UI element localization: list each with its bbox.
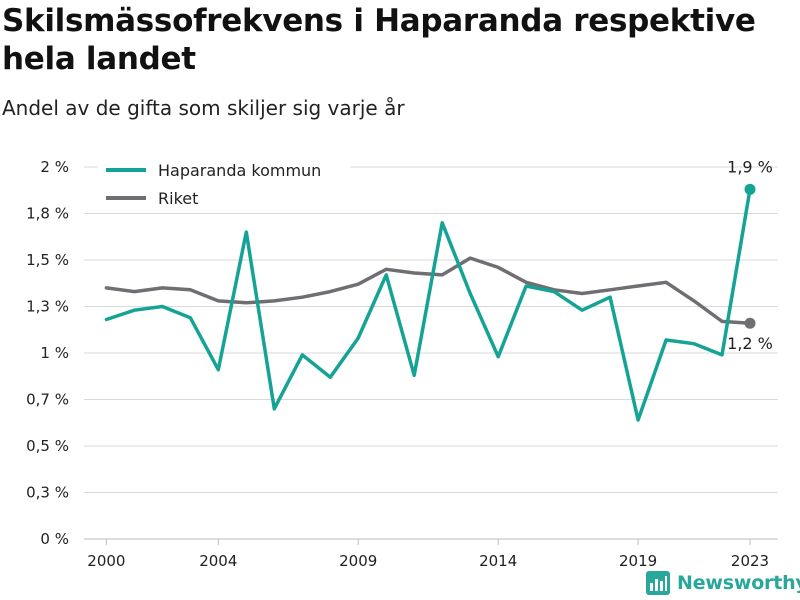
y-axis-ticks: 0 % 0,3 % 0,5 % 0,7 % 1 % 1,3 % 1,5 % 1,8 % 2 %	[26, 158, 69, 548]
x-tick-label: 2000	[87, 552, 125, 570]
series-line-haparanda	[104, 187, 752, 422]
x-tick-label: 2004	[199, 552, 237, 570]
brand-name: Newsworthy	[677, 572, 800, 594]
y-tick-label: 1,3 %	[26, 298, 69, 316]
y-tick-label: 1,5 %	[26, 251, 69, 269]
y-tick-label: 2 %	[40, 158, 69, 176]
legend-label: Riket	[158, 189, 198, 208]
chart-title: Skilsmässofrekvens i Haparanda respektiv…	[2, 3, 756, 77]
newsworthy-logo: Newsworthy	[645, 570, 800, 596]
series-lines	[104, 183, 756, 422]
x-axis-ticks: 2000 2004 2009 2014 2019 2023	[87, 539, 769, 570]
legend: Haparanda kommun Riket	[98, 155, 350, 213]
y-tick-label: 0 %	[40, 530, 69, 548]
y-tick-label: 0,5 %	[26, 437, 69, 455]
newsworthy-logo-icon	[646, 571, 670, 595]
end-point-haparanda	[744, 183, 756, 195]
series-line-riket	[104, 256, 752, 325]
end-label-riket: 1,2 %	[727, 334, 773, 353]
x-tick-label: 2023	[731, 552, 769, 570]
y-tick-label: 1 %	[40, 344, 69, 362]
y-tick-label: 0,7 %	[26, 391, 69, 409]
end-point-riket	[744, 317, 756, 329]
y-tick-label: 1,8 %	[26, 205, 69, 223]
end-label-haparanda: 1,9 %	[727, 157, 773, 176]
chart-subtitle: Andel av de gifta som skiljer sig varje …	[2, 96, 405, 120]
legend-background	[98, 155, 350, 213]
gridlines	[84, 166, 778, 540]
end-labels: 1,9 % 1,2 %	[727, 157, 773, 353]
legend-label: Haparanda kommun	[158, 161, 321, 180]
x-tick-label: 2009	[339, 552, 377, 570]
y-tick-label: 0,3 %	[26, 484, 69, 502]
x-tick-label: 2014	[479, 552, 517, 570]
x-tick-label: 2019	[619, 552, 657, 570]
